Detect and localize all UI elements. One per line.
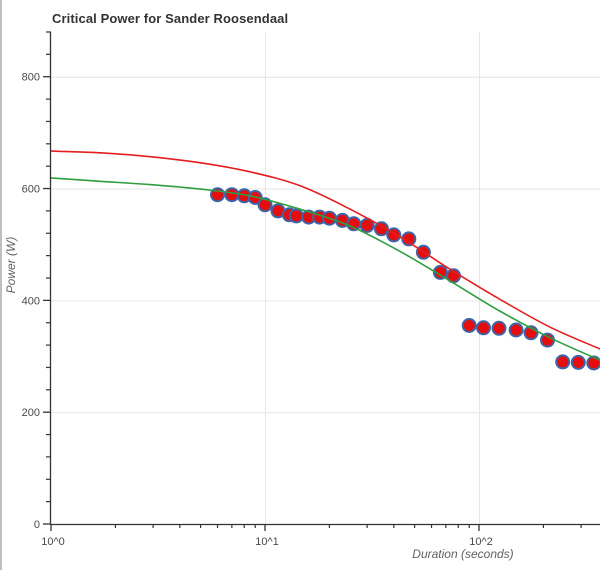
chart-title: Critical Power for Sander Roosendaal: [52, 11, 289, 26]
x-tick-label: 10^1: [255, 536, 279, 548]
gridlines: [51, 32, 600, 524]
data-point: [476, 320, 491, 336]
scatter-series: [210, 187, 600, 371]
y-tick-label: 400: [22, 295, 40, 307]
data-point: [508, 322, 524, 338]
x-tick-label: 10^0: [41, 536, 65, 548]
data-point: [288, 208, 304, 224]
x-tick-label: 10^2: [469, 536, 493, 548]
y-axis-title: Power (W): [4, 236, 18, 294]
data-point: [491, 320, 507, 336]
data-point: [540, 332, 555, 348]
y-tick-label: 0: [34, 519, 40, 531]
y-tick-label: 600: [22, 184, 40, 196]
data-point: [555, 354, 571, 370]
data-point: [257, 197, 273, 213]
data-point: [586, 355, 600, 371]
data-point: [570, 354, 586, 370]
x-axis: 10^0 10^1 10^2: [41, 523, 600, 548]
y-tick-label: 800: [22, 72, 40, 84]
x-axis-title: Duration (seconds): [412, 547, 514, 561]
y-tick-label: 200: [22, 407, 40, 419]
y-axis: 0 200 400 600 800: [22, 31, 52, 531]
data-point: [224, 187, 240, 203]
red-model-curve: [50, 150, 600, 350]
data-point: [461, 318, 477, 333]
green-model-curve: [50, 177, 600, 361]
window-left-border: [0, 0, 2, 570]
